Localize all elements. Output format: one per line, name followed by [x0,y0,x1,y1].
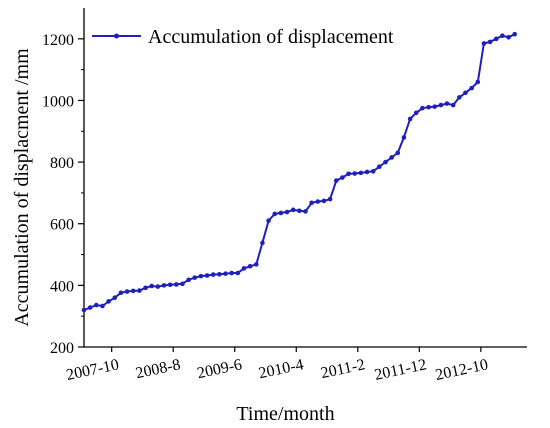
data-point [309,200,314,206]
series-layer [81,31,517,313]
y-tick-label: 400 [50,278,74,295]
data-point [333,178,339,183]
data-point [438,102,444,108]
data-point [364,169,370,175]
data-point [161,283,167,288]
legend: Accumulation of displacement [92,26,394,48]
x-tick-label: 2008-8 [134,356,182,382]
data-point [475,79,481,85]
data-point [432,104,438,109]
data-point [321,198,327,204]
data-point [290,207,296,213]
data-point [100,303,105,309]
data-point [143,285,148,291]
data-point [272,211,278,217]
data-point [210,272,216,277]
data-point [235,270,241,276]
data-point [155,284,161,289]
data-point [247,263,253,269]
x-tick-label: 2007-10 [65,356,121,384]
y-tick-label: 600 [50,217,74,234]
data-point [204,273,210,278]
data-point [444,101,450,106]
data-point [118,290,124,296]
data-point [81,307,87,313]
y-tick-label: 800 [50,155,74,172]
data-point [420,105,425,111]
data-point [358,170,364,176]
data-point [500,33,505,39]
data-point [389,155,394,160]
data-point [266,218,271,223]
data-point [106,299,111,304]
data-point [407,116,413,122]
data-point [137,288,142,293]
data-point [463,90,468,96]
y-tick-label: 1200 [42,32,74,49]
ticks: 200 400 600 800 1000 1200 2007-10 2008-8 2009-6 2… [42,32,490,384]
data-point [186,277,191,283]
data-point [457,95,462,100]
data-point [297,208,302,214]
x-tick-label: 2012-10 [434,356,490,384]
data-point [167,282,173,288]
axes [83,8,527,348]
data-point [370,169,376,174]
data-point [493,36,499,42]
data-point [512,31,517,37]
data-point [241,266,247,271]
data-point [260,240,265,246]
x-tick-label: 2011-12 [373,356,428,384]
data-point [217,271,222,277]
data-point [413,110,419,116]
legend-marker [114,33,119,39]
data-point [315,199,321,204]
x-tick-label: 2009-6 [196,356,244,382]
data-point [401,135,407,140]
data-point [192,275,198,280]
data-point [149,283,154,289]
data-point [253,262,259,267]
data-point [198,273,204,279]
data-point [481,41,487,46]
data-point [87,305,93,310]
data-point [278,210,284,216]
data-point [284,209,290,215]
data-point [94,302,99,308]
x-tick-label: 2010-4 [257,356,305,382]
data-point [346,171,351,177]
data-point [487,39,493,45]
y-tick-label: 200 [50,340,74,357]
data-point [223,271,228,276]
data-point [383,159,388,165]
y-axis-title: Accumulation of displacment /mm [11,48,33,327]
data-point [352,171,358,176]
x-axis-title: Time/month [236,403,334,425]
data-point [469,85,474,91]
data-point [229,270,234,276]
data-point [340,175,345,180]
series-line [83,33,516,311]
data-point [124,289,130,294]
x-tick-label: 2011-2 [319,356,366,382]
data-point [130,288,136,294]
data-point [112,295,118,300]
data-point [426,104,431,110]
data-point [327,196,333,202]
y-tick-label: 1000 [42,93,74,110]
data-point [506,34,511,40]
data-point [395,150,401,156]
legend-label: Accumulation of displacement [148,26,394,48]
data-point [173,282,179,287]
data-point [180,281,185,287]
data-point [377,164,382,170]
data-point [303,209,308,214]
data-point [450,102,456,108]
